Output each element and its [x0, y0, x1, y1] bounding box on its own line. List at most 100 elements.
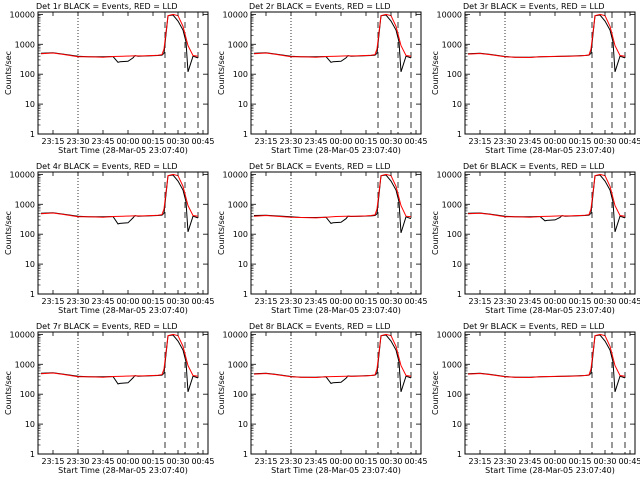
- series-line-lld: [253, 13, 412, 58]
- x-tick-label: 00:00: [329, 297, 352, 306]
- x-tick-label: 00:45: [191, 137, 214, 146]
- y-tick-label: 1: [243, 130, 248, 139]
- y-tick-label: 1: [243, 450, 248, 459]
- series-line-events: [467, 14, 626, 72]
- x-tick-label: 23:15: [254, 137, 277, 146]
- y-tick-label: 1000: [228, 40, 248, 49]
- x-tick-label: 00:00: [543, 457, 566, 466]
- x-tick-label: 23:15: [254, 297, 277, 306]
- y-tick-label: 10: [452, 420, 462, 429]
- y-tick-label: 1: [243, 290, 248, 299]
- x-tick-label: 00:30: [379, 457, 402, 466]
- series-line-events: [253, 174, 412, 234]
- x-tick-label: 00:30: [379, 137, 402, 146]
- y-axis-label: Counts/sec: [217, 211, 226, 255]
- x-tick-label: 00:15: [354, 297, 377, 306]
- x-tick-label: 23:30: [493, 457, 516, 466]
- x-tick-label: 00:15: [141, 297, 164, 306]
- x-tick-label: 23:15: [41, 457, 64, 466]
- x-tick-label: 00:45: [191, 297, 214, 306]
- x-axis-label: Start Time (28-Mar-05 23:07:40): [271, 466, 401, 475]
- plot-frame: [464, 331, 636, 455]
- x-axis-label: Start Time (28-Mar-05 23:07:40): [485, 466, 615, 475]
- x-axis-label: Start Time (28-Mar-05 23:07:40): [58, 306, 188, 315]
- chart-panel-5: Det 5r BLACK = Events, RED = LLD 1 10 100 10…: [217, 162, 428, 315]
- chart-panel-1: Det 1r BLACK = Events, RED = LLD 1 10 100 10…: [4, 2, 215, 155]
- y-axis-label: Counts/sec: [4, 51, 13, 95]
- chart-panel-6: Det 6r BLACK = Events, RED = LLD 1 10 100 10…: [431, 162, 640, 315]
- x-tick-label: 00:45: [191, 457, 214, 466]
- y-tick-label: 100: [447, 390, 462, 399]
- x-tick-label: 23:30: [66, 137, 89, 146]
- y-tick-label: 10000: [10, 10, 35, 19]
- y-tick-label: 1000: [442, 40, 462, 49]
- y-tick-label: 100: [20, 70, 35, 79]
- x-tick-label: 23:15: [468, 137, 491, 146]
- chart-title: Det 5r BLACK = Events, RED = LLD: [249, 162, 391, 171]
- x-tick-label: 00:00: [116, 137, 139, 146]
- x-tick-label: 23:45: [304, 457, 327, 466]
- series-line-events: [40, 14, 199, 72]
- x-tick-label: 23:15: [468, 297, 491, 306]
- x-tick-label: 00:45: [618, 297, 640, 306]
- y-tick-label: 1000: [15, 360, 35, 369]
- y-tick-label: 10: [25, 420, 35, 429]
- x-tick-label: 00:15: [354, 457, 377, 466]
- x-tick-label: 23:15: [468, 457, 491, 466]
- y-tick-label: 10000: [437, 330, 462, 339]
- series-line-lld: [467, 173, 626, 218]
- y-tick-label: 100: [20, 230, 35, 239]
- y-tick-label: 10000: [437, 10, 462, 19]
- chart-panel-8: Det 8r BLACK = Events, RED = LLD 1 10 100 10…: [217, 322, 428, 475]
- x-axis-label: Start Time (28-Mar-05 23:07:40): [271, 146, 401, 155]
- x-tick-label: 23:45: [518, 137, 541, 146]
- plot-frame: [464, 171, 636, 295]
- y-tick-label: 10000: [10, 330, 35, 339]
- plot-frame: [37, 171, 209, 295]
- x-tick-label: 00:00: [329, 137, 352, 146]
- y-tick-label: 1000: [15, 200, 35, 209]
- series-line-lld: [40, 173, 199, 218]
- plot-frame: [37, 11, 209, 135]
- y-tick-label: 10000: [223, 10, 248, 19]
- y-axis-label: Counts/sec: [431, 51, 440, 95]
- y-tick-label: 10000: [10, 170, 35, 179]
- y-tick-label: 100: [233, 230, 248, 239]
- y-tick-label: 1000: [228, 200, 248, 209]
- x-tick-label: 23:45: [91, 297, 114, 306]
- y-axis-label: Counts/sec: [4, 211, 13, 255]
- x-tick-label: 00:15: [568, 137, 591, 146]
- y-tick-label: 10: [238, 420, 248, 429]
- plot-frame: [250, 171, 422, 295]
- x-tick-label: 23:30: [493, 297, 516, 306]
- x-tick-label: 23:45: [518, 297, 541, 306]
- y-tick-label: 100: [233, 390, 248, 399]
- x-axis-label: Start Time (28-Mar-05 23:07:40): [485, 306, 615, 315]
- x-tick-label: 00:30: [593, 297, 616, 306]
- chart-title: Det 1r BLACK = Events, RED = LLD: [36, 2, 178, 11]
- x-tick-label: 00:30: [379, 297, 402, 306]
- y-axis-label: Counts/sec: [4, 371, 13, 415]
- x-tick-label: 23:30: [66, 457, 89, 466]
- y-tick-label: 10000: [223, 170, 248, 179]
- y-axis-label: Counts/sec: [431, 211, 440, 255]
- x-tick-label: 00:15: [141, 457, 164, 466]
- y-tick-label: 10: [238, 100, 248, 109]
- x-tick-label: 00:30: [593, 137, 616, 146]
- chart-title: Det 9r BLACK = Events, RED = LLD: [463, 322, 605, 331]
- x-tick-label: 23:15: [254, 457, 277, 466]
- y-tick-label: 1000: [442, 200, 462, 209]
- x-tick-label: 00:15: [568, 297, 591, 306]
- x-tick-label: 23:30: [493, 137, 516, 146]
- y-tick-label: 100: [233, 70, 248, 79]
- chart-title: Det 4r BLACK = Events, RED = LLD: [36, 162, 178, 171]
- series-line-events: [40, 174, 199, 232]
- y-tick-label: 10: [452, 260, 462, 269]
- x-tick-label: 23:45: [91, 137, 114, 146]
- y-tick-label: 10: [238, 260, 248, 269]
- y-tick-label: 10: [25, 260, 35, 269]
- x-tick-label: 23:45: [304, 297, 327, 306]
- x-tick-label: 00:30: [593, 457, 616, 466]
- x-tick-label: 00:45: [404, 457, 427, 466]
